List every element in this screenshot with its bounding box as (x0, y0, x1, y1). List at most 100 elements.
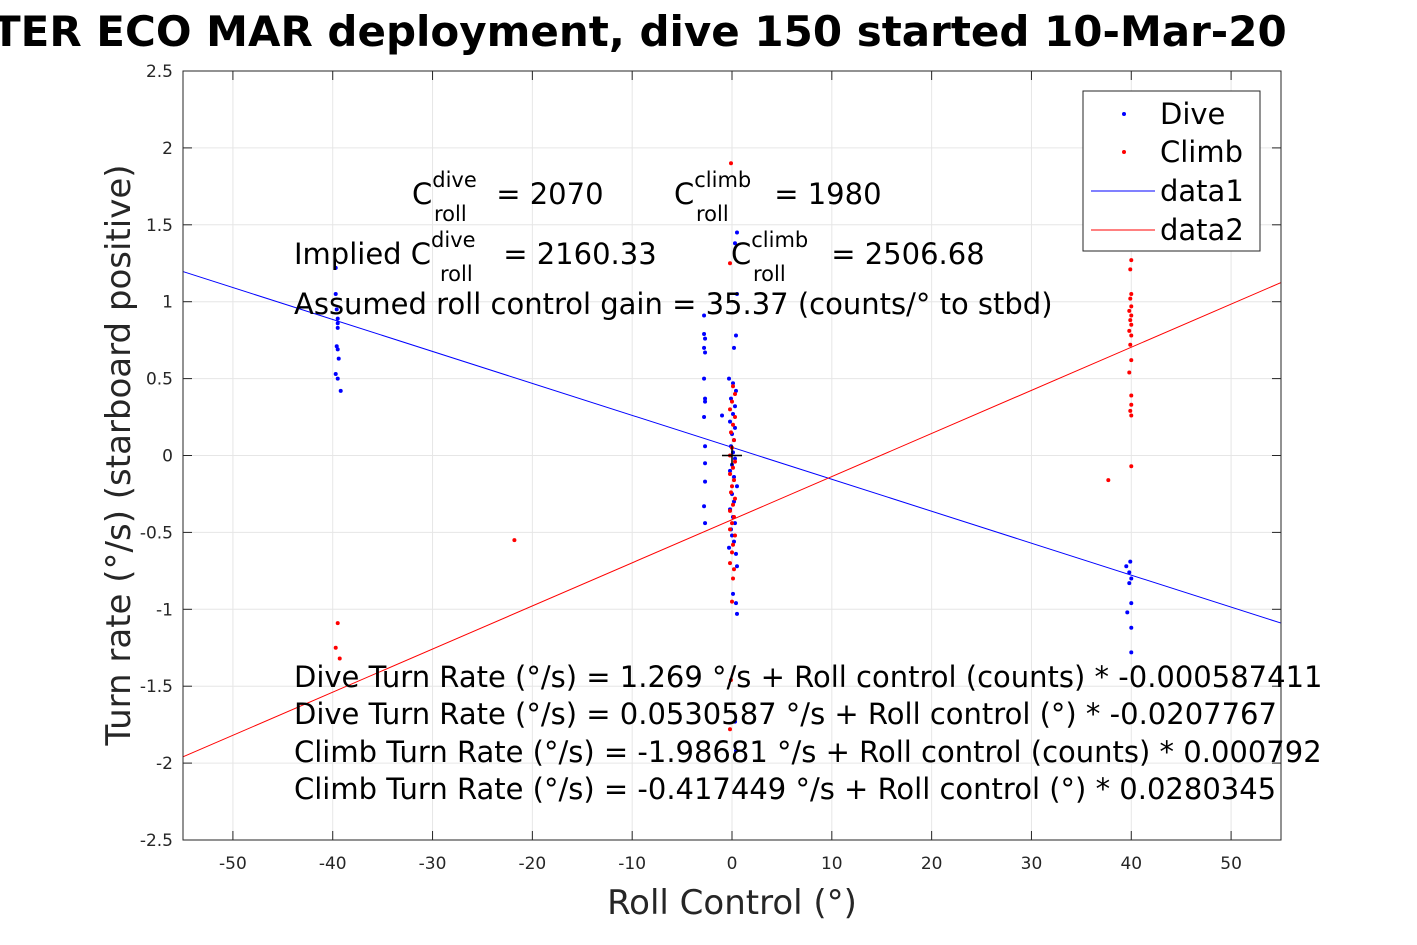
climb-point (732, 496, 737, 501)
climb-point (729, 678, 734, 683)
dive-point (1124, 564, 1129, 569)
y-tick-label: 0.5 (146, 370, 173, 390)
climb-point (730, 484, 734, 489)
climb-point (1128, 342, 1133, 347)
dive-point (734, 484, 739, 489)
dive-point (728, 419, 733, 424)
dive-point (732, 404, 737, 409)
climb-point (1127, 370, 1132, 375)
dive-point (334, 344, 339, 349)
dive-point (728, 468, 733, 473)
climb-point (1128, 318, 1133, 323)
dive-point (734, 611, 739, 616)
fit-line-3: Climb Turn Rate (°/s) = -1.98681 °/s + R… (294, 735, 1322, 769)
climb-point (729, 430, 734, 435)
climb-point (730, 465, 735, 470)
c-roll-climb-label: Cclimb roll = 1980 (674, 168, 882, 226)
fit-line-2: Dive Turn Rate (°/s) = 0.0530587 °/s + R… (294, 697, 1277, 731)
climb-point (732, 391, 737, 396)
dive-point (338, 388, 343, 393)
dive-point (733, 388, 738, 393)
dive-point (703, 521, 708, 526)
climb-point (732, 459, 737, 464)
dive-point (1129, 601, 1134, 606)
dive-point (335, 347, 340, 352)
legend-data2-label: data2 (1160, 213, 1244, 247)
dive-point (702, 376, 707, 381)
legend: Dive Climb data1 data2 (1082, 90, 1261, 252)
y-tick-label: -2.5 (140, 831, 173, 851)
dive-point (732, 521, 737, 526)
climb-point (1129, 413, 1134, 418)
climb-point (730, 550, 734, 555)
dive-point (1125, 610, 1130, 615)
climb-point (1129, 304, 1134, 309)
dive-point (727, 545, 732, 550)
axis-ticks: -50 -40 -30 -20 -10 0 10 20 30 40 50 2.5 2 1.5 1 0.5 0 -0… (140, 62, 1281, 874)
dive-point (729, 396, 734, 401)
c-roll-dive-label: Cdive roll = 2070 (412, 168, 604, 226)
dive-point (1127, 570, 1132, 575)
dive-point (1129, 625, 1134, 630)
climb-point (730, 521, 734, 526)
y-tick-label: 0 (162, 447, 173, 467)
dive-point (734, 230, 739, 235)
climb-point (728, 261, 733, 266)
implied-climb-post: = 2506.68 (822, 237, 985, 271)
fit-line-1: Dive Turn Rate (°/s) = 1.269 °/s + Roll … (294, 660, 1322, 694)
implied-dive-pre: Implied C (294, 237, 431, 271)
c-roll-dive-post: = 2070 (487, 177, 604, 211)
climb-point (732, 415, 737, 420)
climb-point (337, 656, 342, 661)
climb-point (728, 727, 733, 732)
dive-point (335, 321, 340, 326)
dive-point (333, 265, 338, 270)
climb-point (730, 502, 735, 507)
dive-point (703, 396, 708, 401)
dive-point (732, 241, 737, 246)
crosshair-marker (722, 445, 742, 466)
dive-point (731, 475, 736, 480)
x-tick-label: 10 (821, 854, 843, 874)
climb-point (335, 621, 340, 626)
dive-point (730, 381, 735, 386)
implied-dive-sub: roll (440, 262, 473, 286)
dive-point (733, 551, 738, 556)
climb-point (1129, 464, 1134, 469)
legend-box (1082, 90, 1261, 252)
y-tick-label: -1 (156, 600, 173, 620)
c-roll-climb-sup: climb (694, 168, 751, 192)
climb-point (1129, 402, 1134, 407)
dive-point (727, 376, 732, 381)
legend-data1-label: data1 (1160, 174, 1244, 208)
dive-point (703, 479, 708, 484)
dive-point (733, 748, 738, 753)
climb-point (728, 471, 733, 476)
legend-climb-label: Climb (1160, 135, 1243, 169)
dive-point (335, 376, 340, 381)
legend-dive-marker (1122, 112, 1126, 116)
dive-point (1129, 650, 1134, 655)
x-tick-label: 30 (1021, 854, 1043, 874)
dive-point (334, 307, 339, 312)
dive-point (333, 292, 338, 297)
climb-point (731, 438, 736, 443)
climb-point (728, 527, 733, 532)
climb-point (728, 508, 733, 513)
x-tick-label: 50 (1220, 854, 1242, 874)
dive-point (702, 504, 707, 509)
x-tick-label: -10 (618, 854, 646, 874)
climb-point (1128, 296, 1133, 301)
y-tick-label: 2.5 (146, 62, 173, 82)
dive-point (702, 415, 707, 420)
dive-point (734, 292, 739, 297)
climb-point (1129, 258, 1134, 263)
c-roll-climb-post: = 1980 (765, 177, 882, 211)
dive-point (703, 350, 708, 355)
dive-point (733, 333, 738, 338)
climb-point (728, 561, 733, 566)
climb-point (731, 478, 736, 483)
dive-point (730, 591, 735, 596)
dive-point (734, 564, 739, 569)
x-tick-label: -50 (219, 854, 247, 874)
